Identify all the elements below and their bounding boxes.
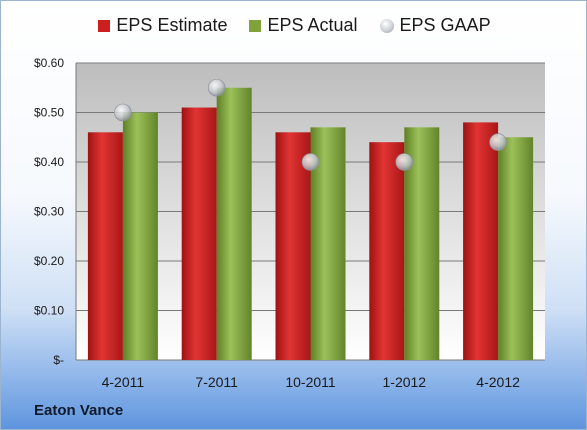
y-tick-label: $0.30 <box>34 205 64 219</box>
x-tick-label: 4-2012 <box>476 374 520 390</box>
bar-eps-estimate <box>369 142 405 360</box>
bar-eps-actual <box>498 137 534 360</box>
x-tick-label: 10-2011 <box>285 374 336 390</box>
bar-eps-actual <box>216 87 252 360</box>
legend-label-eps-gaap: EPS GAAP <box>399 15 491 35</box>
bar-eps-estimate <box>87 132 123 360</box>
y-tick-label: $0.40 <box>34 155 64 169</box>
marker-eps-gaap <box>395 153 414 171</box>
legend-item-eps-actual: EPS Actual <box>249 15 358 36</box>
marker-eps-gaap <box>114 103 132 122</box>
y-tick-label: $0.20 <box>34 254 64 268</box>
legend: EPS Estimate EPS Actual EPS GAAP <box>1 15 586 36</box>
company-name: Eaton Vance <box>34 402 124 419</box>
y-tick-label: $0.10 <box>34 304 64 318</box>
legend-item-eps-gaap: EPS GAAP <box>379 15 491 36</box>
x-tick-label: 4-2011 <box>102 374 145 390</box>
bar-eps-estimate <box>463 122 499 361</box>
bar-eps-actual <box>122 112 158 360</box>
legend-swatch-eps-gaap <box>379 18 394 33</box>
legend-item-eps-estimate: EPS Estimate <box>98 15 227 36</box>
bar-eps-estimate <box>181 107 217 360</box>
legend-swatch-eps-estimate <box>98 19 111 32</box>
legend-label-eps-actual: EPS Actual <box>267 15 358 35</box>
x-tick-label: 1-2012 <box>383 374 427 390</box>
legend-swatch-eps-actual <box>249 19 262 32</box>
marker-eps-gaap <box>301 153 320 171</box>
x-tick-label: 7-2011 <box>195 374 238 390</box>
legend-label-eps-estimate: EPS Estimate <box>116 15 228 35</box>
bar-eps-estimate <box>275 132 311 360</box>
marker-eps-gaap <box>207 78 226 97</box>
y-tick-label: $0.60 <box>34 56 64 70</box>
y-tick-label: $- <box>53 353 64 367</box>
marker-eps-gaap <box>489 133 507 151</box>
y-tick-label: $0.50 <box>34 106 64 120</box>
